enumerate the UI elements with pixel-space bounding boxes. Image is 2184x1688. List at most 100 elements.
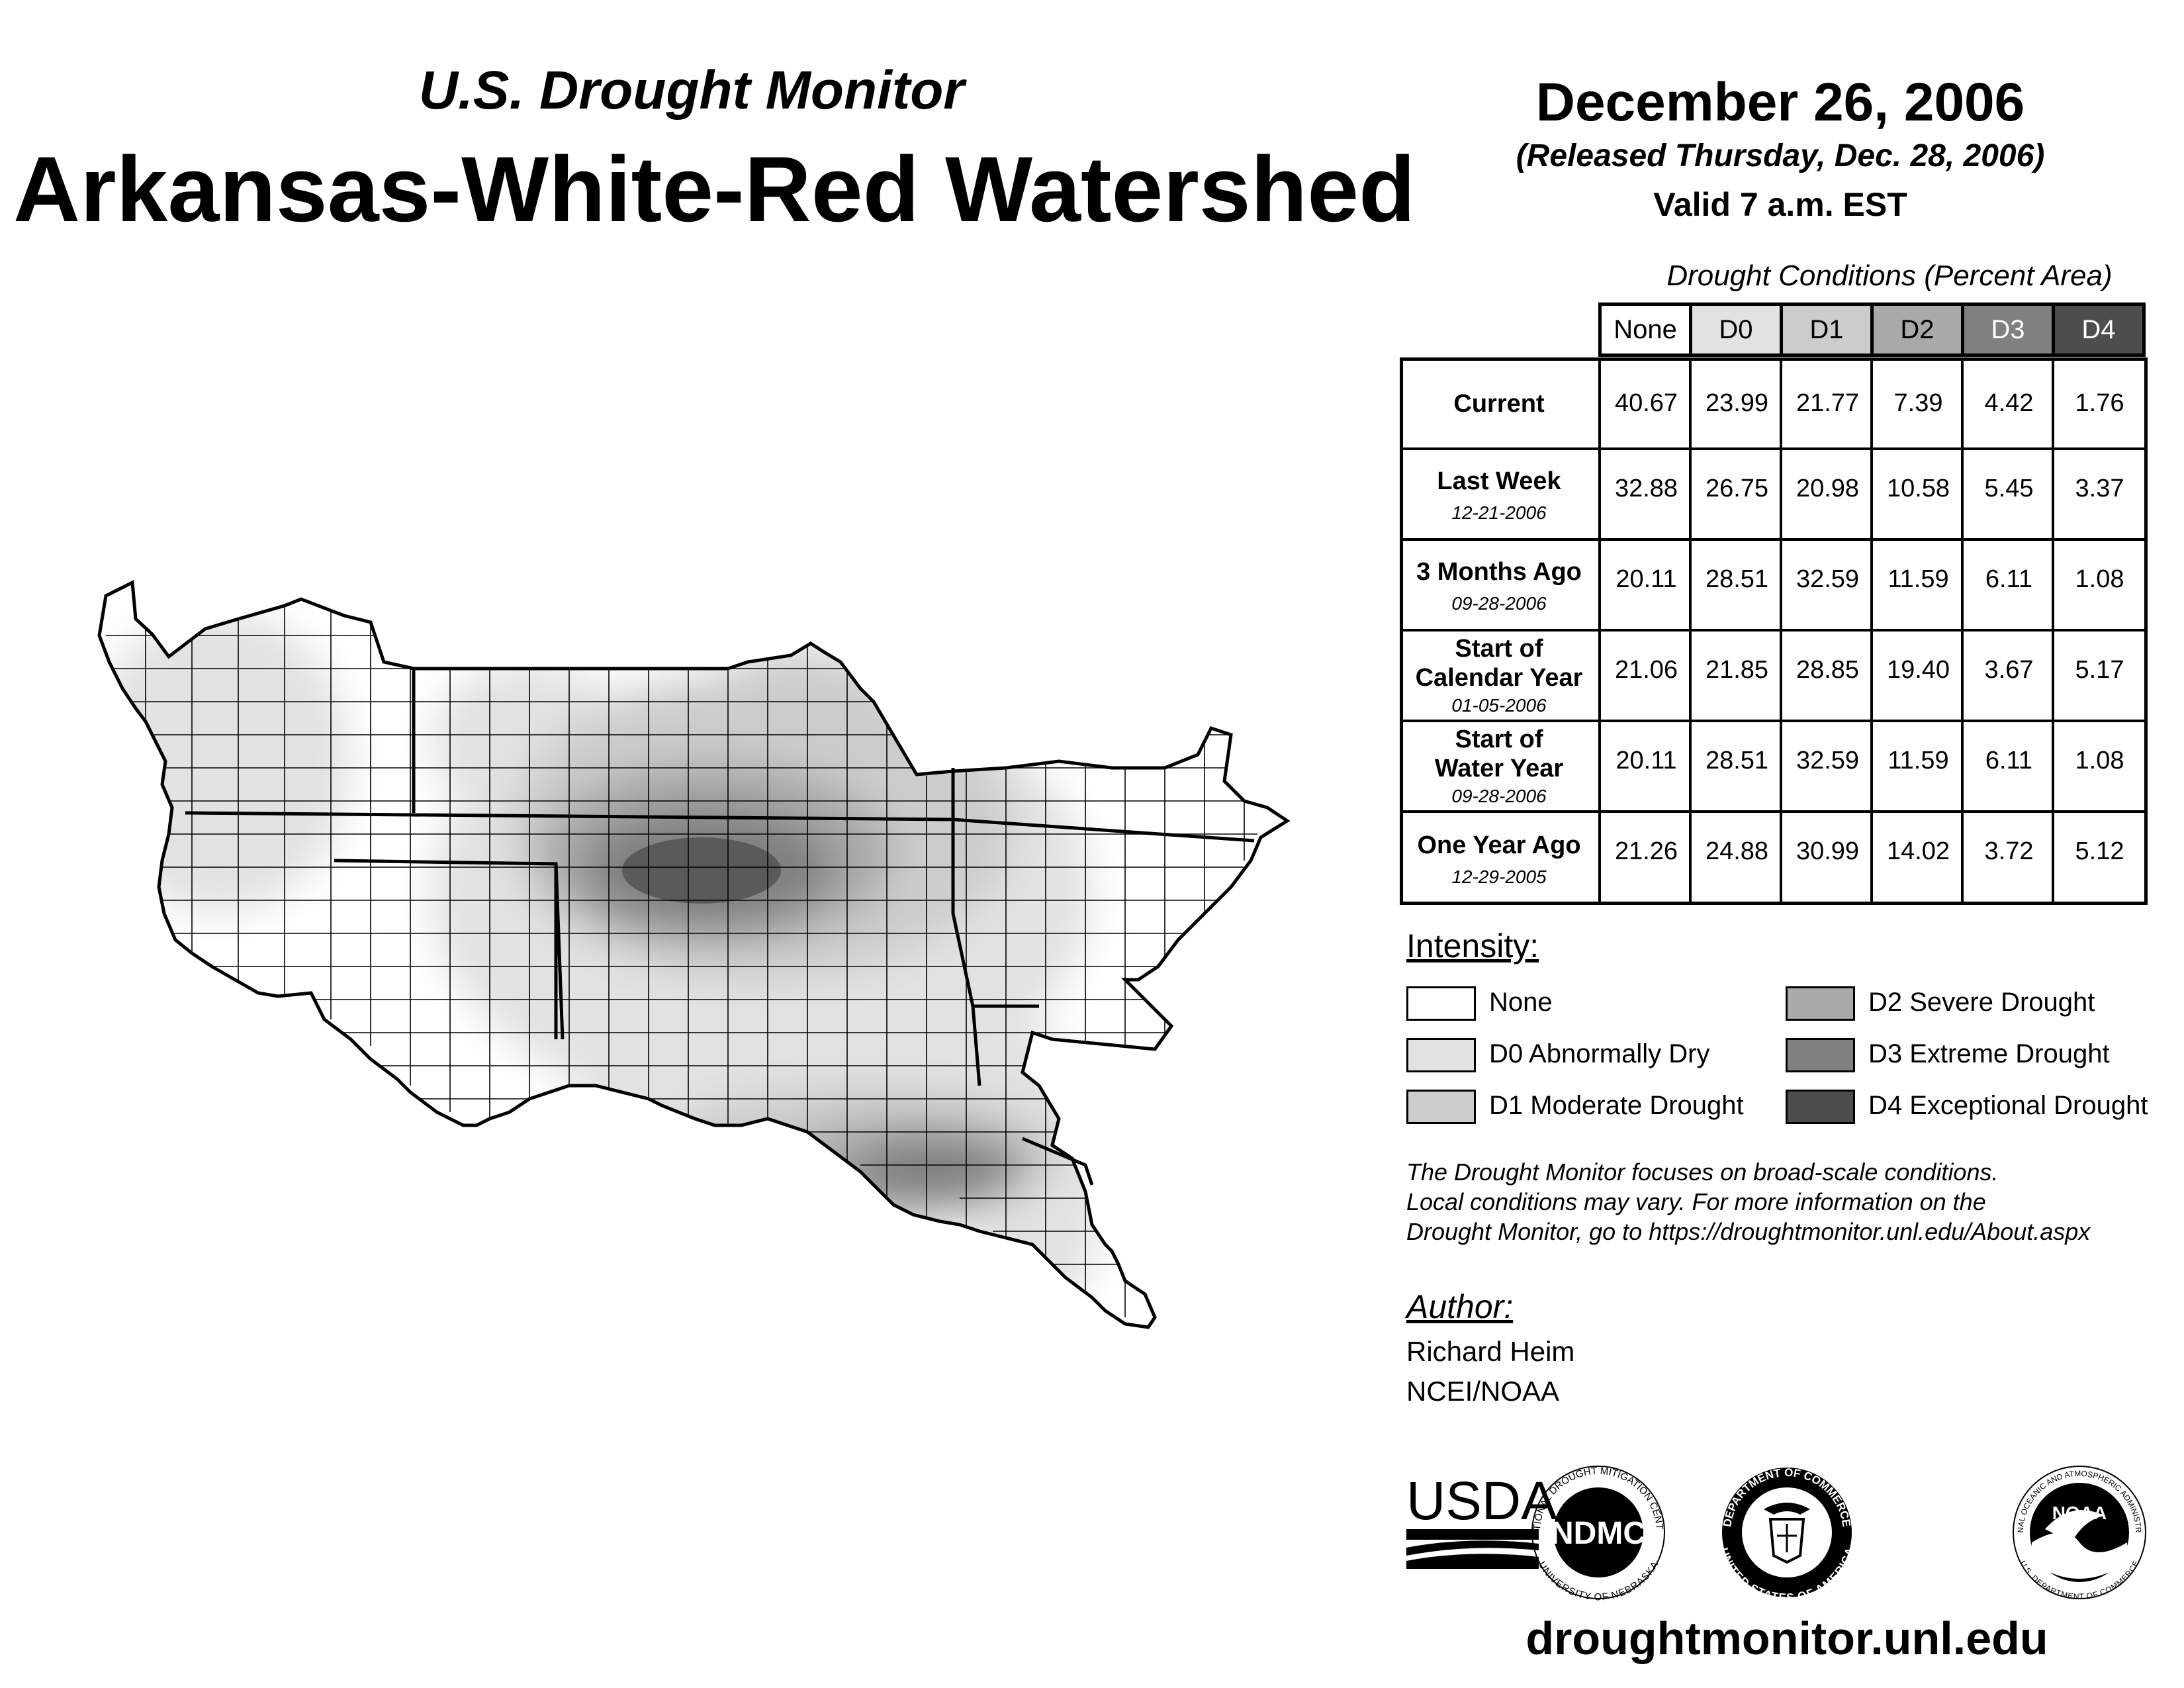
legend-label-d3: D3 Extreme Drought (1868, 1039, 2110, 1068)
table-cell: 21.85 (1705, 656, 1769, 684)
table-cell: 3.72 (1984, 837, 2034, 865)
row-label-text: 3 Months Ago (1416, 558, 1582, 586)
note-line: Drought Monitor, go to https://droughtmo… (1406, 1218, 2091, 1245)
row-label-text: Start of (1455, 726, 1543, 753)
column-header-label: D0 (1719, 314, 1753, 344)
row-label-calendar-year: Start of Calendar Year 01-05-2006 (1400, 634, 1598, 720)
row-date: 01-05-2006 (1451, 695, 1547, 716)
note-line: Local conditions may vary. For more info… (1406, 1188, 1986, 1215)
column-header-d3: D3 (1961, 303, 2055, 357)
usda-logo-text: USDA (1406, 1471, 1557, 1531)
legend-swatch-none (1406, 986, 1476, 1021)
row-date: 09-28-2006 (1451, 786, 1547, 806)
legend-swatch-d2 (1786, 986, 1855, 1021)
legend-title: Intensity: (1406, 927, 1539, 964)
table-cell: 21.06 (1614, 656, 1678, 684)
table-cell: 6.11 (1985, 565, 2033, 593)
noaa-logo-text: NOAA (2052, 1503, 2107, 1523)
column-header-label: D2 (1900, 314, 1934, 344)
legend-label-d4: D4 Exceptional Drought (1868, 1091, 2148, 1120)
agency-logos: USDA NDMC NATIONAL DROUGHT MITIGATION CE… (1403, 1463, 2146, 1602)
row-date: 12-29-2005 (1451, 867, 1547, 887)
table-cell: 11.59 (1888, 565, 1949, 593)
author-heading: Author: (1406, 1288, 1514, 1325)
map-date: December 26, 2006 (1535, 72, 2025, 132)
row-label-current: Current (1400, 389, 1598, 418)
table-caption: Drought Conditions (Percent Area) (1666, 259, 2113, 292)
website-link[interactable]: droughtmonitor.unl.edu (1525, 1613, 2048, 1664)
legend-label-d0: D0 Abnormally Dry (1489, 1039, 1710, 1068)
table-cell: 28.51 (1705, 565, 1769, 593)
table-cell: 1.08 (2075, 747, 2124, 774)
author-name: Richard Heim (1406, 1336, 1575, 1367)
row-date: 12-21-2006 (1451, 502, 1547, 523)
table-cell: 11.59 (1888, 747, 1949, 774)
release-date: (Released Thursday, Dec. 28, 2006) (1516, 138, 2045, 173)
table-cell: 24.88 (1705, 837, 1769, 865)
table-grid (1400, 357, 2148, 905)
legend-label-d2: D2 Severe Drought (1868, 988, 2095, 1017)
column-header-label: D3 (1991, 314, 2025, 344)
row-label-one-year: One Year Ago 12-29-2005 (1400, 831, 1598, 892)
eagle-icon (1764, 1503, 1810, 1515)
table-cell: 28.85 (1796, 656, 1860, 684)
table-cell: 3.37 (2075, 475, 2124, 502)
column-header-none: None (1598, 303, 1692, 357)
shield-icon (1768, 1518, 1805, 1564)
table-cell: 32.88 (1614, 475, 1678, 502)
table-cell: 1.08 (2075, 565, 2124, 593)
legend-swatch-d1 (1406, 1090, 1476, 1124)
disclaimer-note: The Drought Monitor focuses on broad-sca… (1406, 1157, 2167, 1246)
table-cell: 19.40 (1886, 656, 1950, 684)
row-label-text: One Year Ago (1417, 831, 1581, 859)
legend-label-d1: D1 Moderate Drought (1489, 1091, 1744, 1120)
row-label-text: Current (1453, 390, 1545, 418)
column-header-d1: D1 (1780, 303, 1874, 357)
bird-icon (2045, 1510, 2105, 1542)
table-cell: 10.58 (1886, 475, 1950, 502)
table-cell: 5.17 (2075, 656, 2124, 684)
table-cell: 14.02 (1886, 837, 1950, 865)
table-cell: 5.45 (1984, 475, 2034, 502)
table-cell: 23.99 (1705, 389, 1769, 417)
table-cell: 20.11 (1615, 747, 1677, 774)
table-cell: 5.12 (2075, 837, 2124, 865)
column-header-d4: D4 (2052, 303, 2146, 357)
table-cell: 32.59 (1796, 747, 1860, 774)
column-header-label: D1 (1809, 314, 1844, 344)
map-subtitle: U.S. Drought Monitor (418, 60, 965, 120)
table-cell: 7.39 (1893, 389, 1943, 417)
valid-time: Valid 7 a.m. EST (1653, 186, 1907, 223)
legend-label-none: None (1489, 988, 1553, 1017)
column-header-d2: D2 (1870, 303, 1964, 357)
table-cell: 20.11 (1615, 565, 1677, 593)
doc-seal: DEPARTMENT OF COMMERCE UNITED STATES OF … (1717, 1466, 1856, 1602)
author-org: NCEI/NOAA (1406, 1376, 1560, 1407)
legend-swatch-d4 (1786, 1090, 1855, 1124)
row-label-text-2: Calendar Year (1415, 664, 1583, 692)
legend-swatch-d3 (1786, 1038, 1855, 1072)
table-cell: 21.77 (1796, 389, 1860, 417)
table-cell: 21.26 (1614, 837, 1678, 865)
map-title: Arkansas-White-Red Watershed (13, 137, 1416, 241)
column-header-label: None (1614, 314, 1677, 344)
table-cell: 32.59 (1796, 565, 1860, 593)
table-cell: 20.98 (1796, 475, 1860, 502)
table-cell: 30.99 (1796, 837, 1860, 865)
county-boundaries (106, 596, 1257, 1317)
table-cell: 1.76 (2075, 389, 2124, 417)
row-label-last-week: Last Week 12-21-2006 (1400, 467, 1598, 528)
row-date: 09-28-2006 (1451, 593, 1547, 614)
note-line: The Drought Monitor focuses on broad-sca… (1406, 1158, 1999, 1186)
table-cell: 3.67 (1984, 656, 2034, 684)
row-label-water-year: Start of Water Year 09-28-2006 (1400, 725, 1598, 811)
usda-logo: USDA (1406, 1471, 1557, 1569)
ndmc-logo-text: NDMC (1551, 1516, 1646, 1551)
legend-swatch-d0 (1406, 1038, 1476, 1072)
row-label-text: Start of (1455, 635, 1543, 663)
column-header-d0: D0 (1689, 303, 1783, 357)
column-header-label: D4 (2081, 314, 2116, 344)
row-label-text: Last Week (1437, 467, 1561, 495)
table-cell: 40.67 (1614, 389, 1678, 417)
table-cell: 26.75 (1705, 475, 1769, 502)
